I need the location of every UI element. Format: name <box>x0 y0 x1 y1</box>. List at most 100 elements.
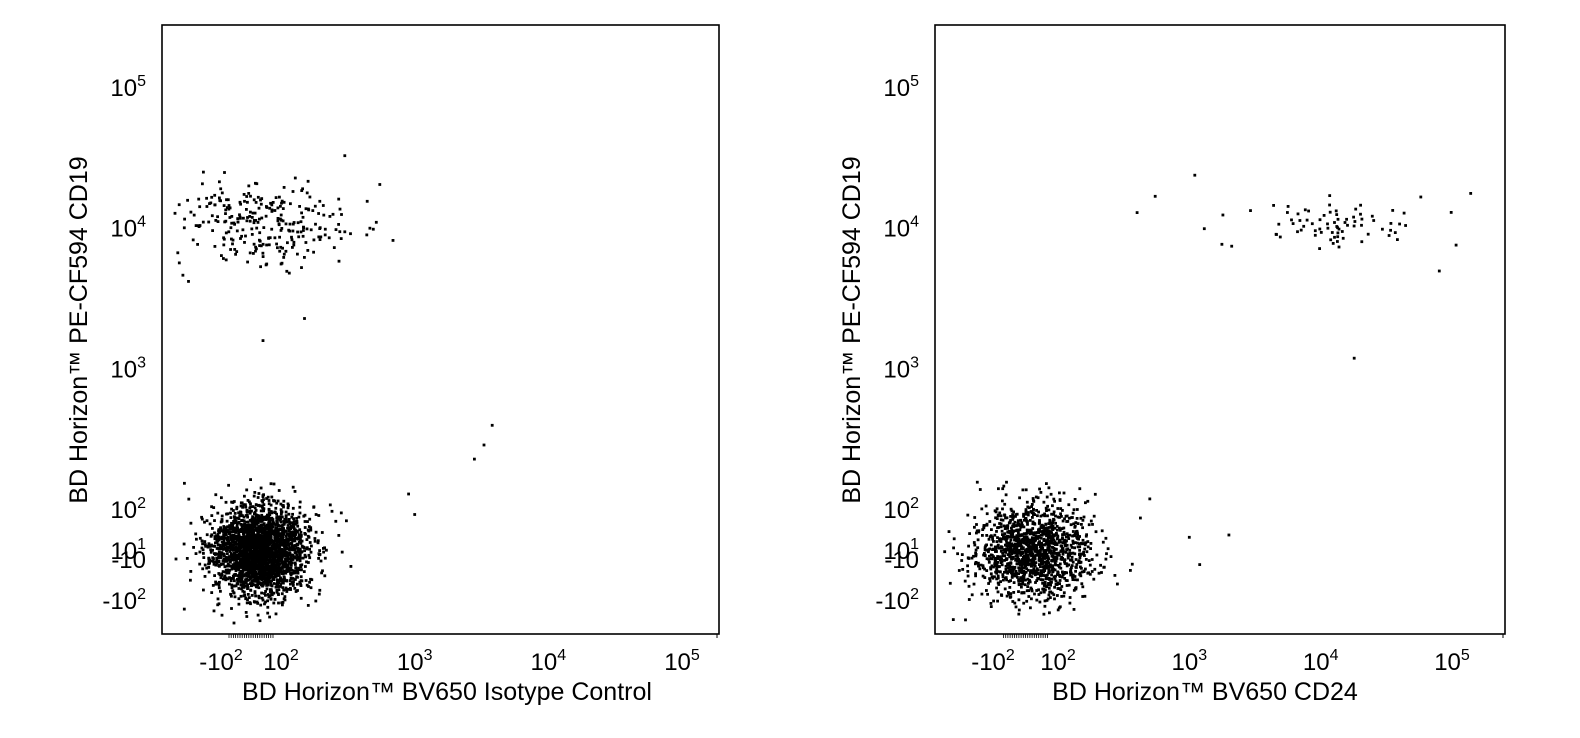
data-point <box>267 531 270 535</box>
data-point <box>287 557 291 561</box>
data-point <box>1088 563 1092 567</box>
data-point <box>256 613 260 617</box>
data-point <box>228 555 232 559</box>
data-point <box>287 532 291 535</box>
data-point <box>265 206 269 209</box>
data-point <box>292 221 296 224</box>
data-point <box>1045 585 1049 588</box>
data-point <box>185 557 189 560</box>
data-point <box>267 547 271 551</box>
data-point <box>1080 552 1084 556</box>
data-point <box>273 560 277 564</box>
data-point <box>208 522 212 526</box>
data-point <box>290 235 293 239</box>
data-point <box>996 536 999 539</box>
data-point <box>1028 549 1032 552</box>
data-point <box>982 524 986 527</box>
data-point <box>223 536 227 540</box>
data-point <box>1068 596 1072 599</box>
data-point <box>231 554 234 558</box>
data-point <box>966 513 970 517</box>
data-point <box>248 547 252 551</box>
data-point <box>246 572 249 575</box>
data-point <box>253 583 257 587</box>
data-point <box>1043 581 1047 584</box>
data-point <box>266 495 270 499</box>
data-point <box>304 555 308 559</box>
data-point <box>1006 542 1009 545</box>
data-point <box>249 549 253 553</box>
data-point <box>222 257 225 260</box>
data-point <box>1022 569 1026 573</box>
data-point <box>266 605 270 609</box>
data-point <box>269 542 272 546</box>
data-point <box>281 219 285 223</box>
data-point <box>970 593 974 597</box>
data-point <box>1328 194 1332 197</box>
data-point <box>317 235 321 239</box>
data-point <box>981 564 985 568</box>
data-point <box>1359 203 1362 207</box>
data-point <box>251 505 255 508</box>
data-point <box>1055 537 1059 541</box>
data-point <box>267 595 271 599</box>
data-point <box>294 566 298 569</box>
data-point <box>265 539 268 543</box>
data-point <box>1031 552 1035 556</box>
data-point <box>1040 570 1043 573</box>
data-point <box>254 552 258 555</box>
data-point <box>303 526 307 529</box>
data-point <box>251 563 255 567</box>
data-point <box>988 554 991 558</box>
data-point <box>323 233 327 237</box>
data-point <box>216 539 220 543</box>
data-point <box>307 529 311 533</box>
data-point <box>1053 499 1056 503</box>
data-point <box>1027 582 1030 585</box>
data-point <box>1003 514 1007 517</box>
data-point <box>279 577 282 581</box>
data-point <box>1081 585 1085 589</box>
data-point <box>277 223 281 227</box>
data-point <box>286 524 290 527</box>
data-point <box>1296 230 1299 234</box>
data-point <box>966 564 969 568</box>
data-point <box>972 582 976 586</box>
data-point <box>1000 563 1004 567</box>
data-point <box>1056 587 1060 590</box>
data-point <box>249 194 252 198</box>
data-point <box>222 539 226 543</box>
data-point <box>261 583 265 587</box>
data-point <box>235 507 239 511</box>
data-point <box>209 534 213 538</box>
data-point <box>974 574 977 578</box>
data-point <box>1396 238 1399 241</box>
data-point <box>198 224 202 227</box>
data-point <box>1003 502 1007 506</box>
data-point <box>1028 546 1032 550</box>
data-point <box>310 544 313 548</box>
data-point <box>267 515 271 518</box>
data-point <box>1307 209 1310 213</box>
data-point <box>320 571 323 575</box>
data-point <box>244 234 247 238</box>
data-point <box>1060 515 1063 518</box>
data-point <box>252 579 256 582</box>
data-point <box>296 589 299 592</box>
data-point <box>241 583 245 586</box>
data-point <box>205 196 208 200</box>
data-point <box>1336 217 1340 221</box>
data-point <box>1033 544 1036 547</box>
data-point <box>1038 542 1042 546</box>
data-point <box>1030 536 1034 540</box>
data-point <box>189 570 193 573</box>
data-point <box>1039 491 1043 494</box>
data-point <box>187 497 191 501</box>
data-point <box>337 223 340 226</box>
data-point <box>289 563 293 567</box>
data-point <box>1062 526 1066 530</box>
data-point <box>182 542 186 546</box>
data-point <box>996 526 999 530</box>
data-point <box>283 595 287 598</box>
data-point <box>265 587 269 591</box>
